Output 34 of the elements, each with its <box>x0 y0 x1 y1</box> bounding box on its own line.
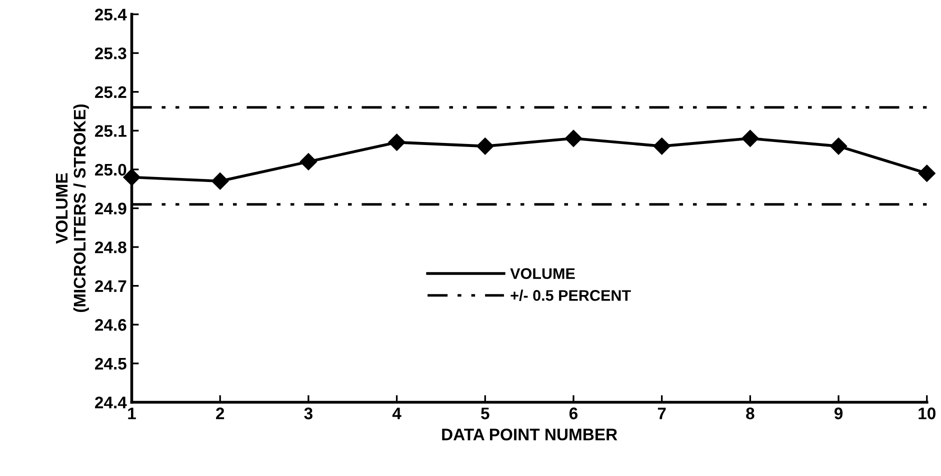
point <box>212 172 229 190</box>
y-tick-label: 24.4 <box>95 396 127 408</box>
y-tick-label: 25.4 <box>95 8 127 20</box>
point <box>830 138 848 155</box>
x-tick-label: 4 <box>392 408 402 420</box>
y-tick-label: 25.1 <box>95 125 126 137</box>
y-tick-label: 24.5 <box>95 358 126 370</box>
x-tick-label: 5 <box>481 408 490 420</box>
point <box>742 130 759 147</box>
point <box>300 153 317 170</box>
x-tick-label: 3 <box>304 408 312 420</box>
x-tick-label: 6 <box>569 408 578 420</box>
y-axis-title: VOLUME (MICROLITERS / STROKE) <box>56 104 89 312</box>
x-tick-label: 7 <box>658 408 666 420</box>
point <box>653 138 670 155</box>
x-tick-label: 10 <box>918 408 936 420</box>
x-axis-title: DATA POINT NUMBER <box>442 428 618 440</box>
y-tick-label: 24.7 <box>95 280 126 292</box>
x-tick-label: 1 <box>128 408 136 420</box>
x-tick-label: 9 <box>834 408 843 420</box>
y-tick-label: 25.2 <box>95 86 126 98</box>
y-tick-label: 25.0 <box>95 164 126 176</box>
legend-label: +/- 0.5 PERCENT <box>510 290 631 302</box>
point <box>388 134 406 151</box>
legend-label: VOLUME <box>510 268 575 279</box>
x-tick-label: 8 <box>746 408 754 420</box>
point <box>476 138 494 155</box>
y-tick-label: 24.6 <box>95 319 126 331</box>
point <box>918 164 936 182</box>
y-tick-label: 24.8 <box>95 241 126 254</box>
x-tick-label: 2 <box>216 408 224 420</box>
y-tick-label: 24.9 <box>95 202 126 214</box>
point <box>564 130 582 147</box>
y-tick-label: 25.3 <box>95 47 126 60</box>
